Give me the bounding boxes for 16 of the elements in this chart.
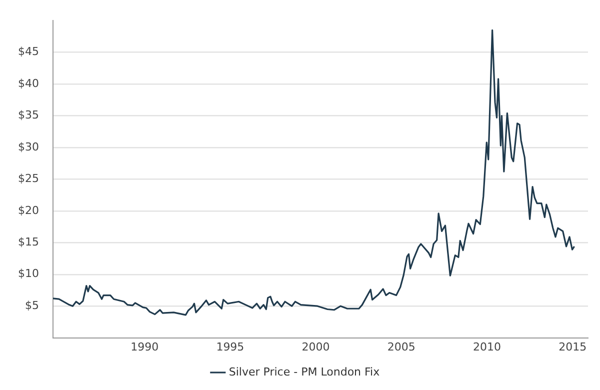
y-tick-label: $20 [18,204,39,217]
y-tick-label: $45 [18,45,39,58]
y-tick-label: $35 [18,108,39,122]
x-tick-label: 2000 [302,340,330,354]
y-tick-label: $30 [18,140,39,154]
x-tick-label: 1990 [130,340,159,354]
y-tick-label: $5 [24,298,39,312]
y-tick-label: $15 [18,236,39,248]
x-tick-label: 2015 [558,340,587,354]
legend-label: Silver Price - PM London Fix [228,365,380,378]
y-tick-label: $40 [18,76,39,90]
x-tick-label: 2005 [387,340,416,354]
y-tick-label: $25 [18,172,39,186]
x-tick-label: 1995 [216,340,244,354]
x-tick-label: 2010 [472,340,501,354]
y-tick-label: $10 [18,267,39,280]
